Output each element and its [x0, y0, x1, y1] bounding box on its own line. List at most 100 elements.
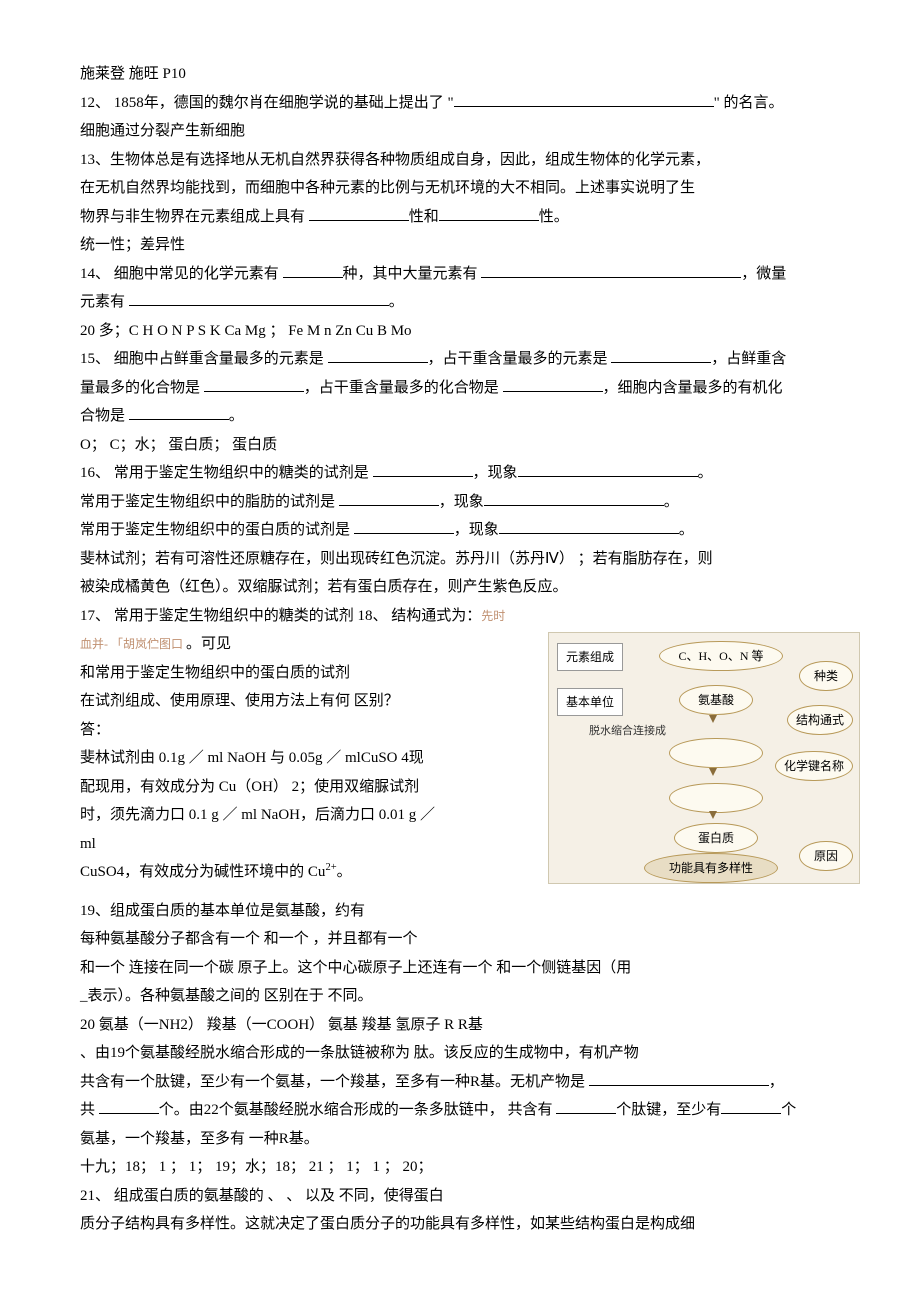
- blank: [129, 290, 389, 306]
- blank: [328, 347, 428, 363]
- blank: [611, 347, 711, 363]
- diagram-node: 氨基酸: [679, 685, 753, 716]
- text-line: 时，须先滴力口 0.1 g ／ ml NaOH，后滴力口 0.01 g ／: [80, 801, 510, 830]
- blank: [99, 1098, 159, 1114]
- text: ，现象: [473, 465, 518, 481]
- diagram-node: 原因: [799, 841, 853, 872]
- text: ，占干重含量最多的化合物是: [304, 380, 503, 396]
- text: ，占鲜重含: [711, 351, 786, 367]
- text-line: _表示）。各种氨基酸之间的 区别在于 不同。: [80, 982, 840, 1011]
- text-line: 合物是 。: [80, 402, 840, 431]
- diagram-node: 蛋白质: [674, 823, 758, 854]
- blank: [283, 262, 343, 278]
- text: " 的名言。: [714, 95, 784, 111]
- diagram-node: C、H、O、N 等: [659, 641, 783, 672]
- text-line: 量最多的化合物是 ，占干重含量最多的化合物是 ，细胞内含量最多的有机化: [80, 374, 840, 403]
- text: ，: [769, 1074, 784, 1090]
- blank: [454, 91, 714, 107]
- text: ，细胞内含量最多的有机化: [603, 380, 783, 396]
- text: 物界与非生物界在元素组成上具有: [80, 209, 309, 225]
- text: 个。由22个氨基酸经脱水缩合形成的一条多肽链中， 共含有: [159, 1102, 557, 1118]
- text-line: 质分子结构具有多样性。这就决定了蛋白质分子的功能具有多样性，如某些结构蛋白是构成…: [80, 1210, 840, 1239]
- text-line: 配现用，有效成分为 Cu（OH） 2；使用双缩脲试剂: [80, 773, 510, 802]
- diagram-caption: 脱水缩合连接成: [589, 721, 666, 742]
- text-line: 斐林试剂由 0.1g ／ ml NaOH 与 0.05g ／ mlCuSO 4现: [80, 744, 510, 773]
- text-line: 20 氨基（一NH2） 羧基（一COOH） 氨基 羧基 氢原子 R R基: [80, 1011, 840, 1040]
- text: 共含有一个肽键，至少有一个氨基，一个羧基，至多有一种R基。无机产物是: [80, 1074, 589, 1090]
- text-line: 共含有一个肽键，至少有一个氨基，一个羧基，至多有一种R基。无机产物是 ，: [80, 1068, 840, 1097]
- left-text-column: 17、 常用于鉴定生物组织中的糖类的试剂 18、 结构通式为：先时血并- 「胡岚…: [80, 602, 510, 887]
- text: 元素有: [80, 294, 129, 310]
- text-line: 在试剂组成、使用原理、使用方法上有何 区别？: [80, 687, 510, 716]
- arrow-icon: [709, 811, 717, 819]
- text-line: 17、 常用于鉴定生物组织中的糖类的试剂 18、 结构通式为：先时血并- 「胡岚…: [80, 602, 510, 659]
- text-line: 13、生物体总是有选择地从无机自然界获得各种物质组成自身，因此，组成生物体的化学…: [80, 146, 840, 175]
- blank: [518, 461, 698, 477]
- text: 共: [80, 1102, 99, 1118]
- text: ，现象: [439, 494, 484, 510]
- protein-structure-diagram: 元素组成 C、H、O、N 等 种类 基本单位 氨基酸 结构通式 脱水缩合连接成 …: [548, 632, 860, 884]
- text-line: 16、 常用于鉴定生物组织中的糖类的试剂是 ，现象。: [80, 459, 840, 488]
- text: 个肽键，至少有: [616, 1102, 721, 1118]
- text-line: 在无机自然界均能找到，而细胞中各种元素的比例与无机环境的大不相同。上述事实说明了…: [80, 174, 840, 203]
- text: 15、 细胞中占鲜重含量最多的元素是: [80, 351, 328, 367]
- blank: [721, 1098, 781, 1114]
- text: 种，其中大量元素有: [343, 266, 482, 282]
- blank: [373, 461, 473, 477]
- text: 。: [229, 408, 244, 424]
- blank: [499, 518, 679, 534]
- blank: [589, 1070, 769, 1086]
- diagram-node: 元素组成: [557, 643, 623, 672]
- text: 量最多的化合物是: [80, 380, 204, 396]
- text: 。: [664, 494, 679, 510]
- text: 结构通式为：: [391, 608, 481, 624]
- arrow-icon: [709, 768, 717, 776]
- text-line: 15、 细胞中占鲜重含量最多的元素是 ，占干重含量最多的元素是 ，占鲜重含: [80, 345, 840, 374]
- section-with-diagram: 17、 常用于鉴定生物组织中的糖类的试剂 18、 结构通式为：先时血并- 「胡岚…: [80, 602, 840, 887]
- text: 常用于鉴定生物组织中的脂肪的试剂是: [80, 494, 339, 510]
- document-body: 施莱登 施旺 P10 12、 1858年，德国的魏尔肖在细胞学说的基础上提出了 …: [80, 60, 840, 1239]
- text: 。: [679, 522, 694, 538]
- text: 。: [389, 294, 404, 310]
- text-line: 12、 1858年，德国的魏尔肖在细胞学说的基础上提出了 " " 的名言。: [80, 89, 840, 118]
- text: 。: [698, 465, 713, 481]
- text-line: 施莱登 施旺 P10: [80, 60, 840, 89]
- blank: [481, 262, 741, 278]
- text-line: 元素有 。: [80, 288, 840, 317]
- text-line: 十九；18； 1 ； 1； 19；水；18； 21 ； 1； 1 ； 20；: [80, 1153, 840, 1182]
- text-line: 每种氨基酸分子都含有一个 和一个 ，并且都有一个: [80, 925, 840, 954]
- text-line: 统一性；差异性: [80, 231, 840, 260]
- text: 个: [781, 1102, 796, 1118]
- text-line: 答：: [80, 716, 510, 745]
- blank: [503, 376, 603, 392]
- blank: [309, 205, 409, 221]
- text: 性。: [539, 209, 569, 225]
- text-line: O； C；水； 蛋白质； 蛋白质: [80, 431, 840, 460]
- blank: [204, 376, 304, 392]
- text-line: 14、 细胞中常见的化学元素有 种，其中大量元素有 ，微量: [80, 260, 840, 289]
- blank: [339, 490, 439, 506]
- diagram-node: 种类: [799, 661, 853, 692]
- blank: [556, 1098, 616, 1114]
- text-line: 和常用于鉴定生物组织中的蛋白质的试剂: [80, 659, 510, 688]
- text: ，占干重含量最多的元素是: [428, 351, 612, 367]
- text-line: 19、组成蛋白质的基本单位是氨基酸，约有: [80, 897, 840, 926]
- text: 14、 细胞中常见的化学元素有: [80, 266, 283, 282]
- text: ，微量: [741, 266, 786, 282]
- text-line: 、由19个氨基酸经脱水缩合形成的一条肽链被称为 肽。该反应的生成物中，有机产物: [80, 1039, 840, 1068]
- arrow-icon: [709, 715, 717, 723]
- text: 12、 1858年，德国的魏尔肖在细胞学说的基础上提出了 ": [80, 95, 454, 111]
- text-line: 斐林试剂；若有可溶性还原糖存在，则出现砖红色沉淀。苏丹川（苏丹Ⅳ） ；若有脂肪存…: [80, 545, 840, 574]
- diagram-node: 化学键名称: [775, 751, 853, 782]
- text: 性和: [409, 209, 439, 225]
- text-line: 21、 组成蛋白质的氨基酸的 、 、 以及 不同，使得蛋白: [80, 1182, 840, 1211]
- text-line: 细胞通过分裂产生新细胞: [80, 117, 840, 146]
- blank: [484, 490, 664, 506]
- text: 。: [337, 864, 352, 880]
- text-line: 被染成橘黄色（红色）。双缩脲试剂；若有蛋白质存在，则产生紫色反应。: [80, 573, 840, 602]
- diagram-node: 基本单位: [557, 688, 623, 717]
- text-line: 常用于鉴定生物组织中的脂肪的试剂是 ，现象 。: [80, 488, 840, 517]
- text: 合物是: [80, 408, 129, 424]
- blank: [129, 404, 229, 420]
- text-line: 物界与非生物界在元素组成上具有 性和 性。: [80, 203, 840, 232]
